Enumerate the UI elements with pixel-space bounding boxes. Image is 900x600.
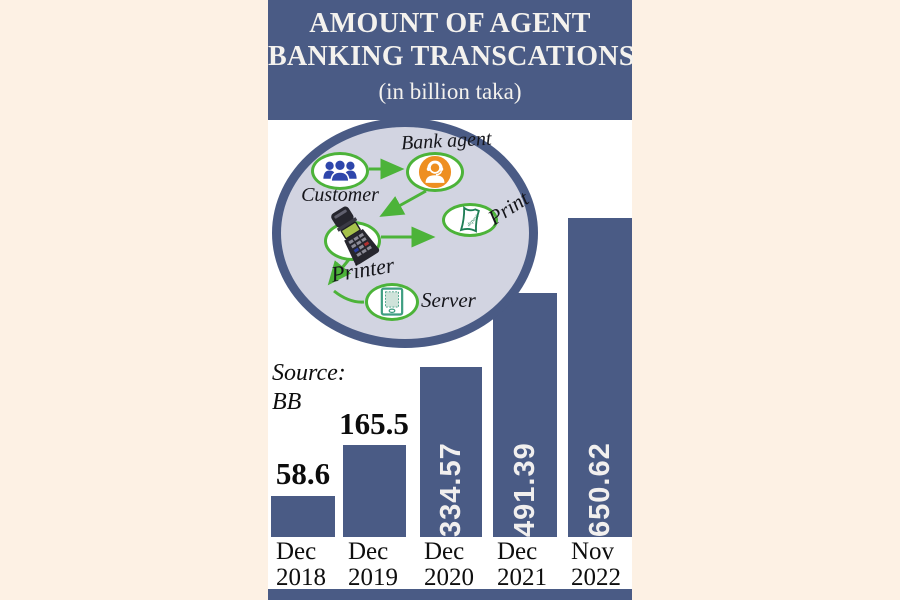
bank-agent-label: Bank agent [400, 127, 493, 155]
source-note: Source: BB [272, 359, 346, 417]
receipt-icon: deposit [459, 205, 481, 233]
server-label: Server [421, 288, 476, 312]
server-node [365, 283, 419, 321]
x-axis-label: Dec 2018 [276, 538, 326, 591]
bar-value-label: 650.62 [583, 442, 616, 537]
x-axis-label: Dec 2021 [497, 538, 547, 591]
bar-dec-2021: 491.39 [493, 293, 557, 537]
agent-banking-flow-circle [272, 118, 538, 348]
bar-value-label: 165.5 [339, 406, 409, 441]
bar-value-label: 491.39 [508, 442, 541, 537]
source-value: BB [272, 389, 302, 415]
x-axis-label: Dec 2020 [424, 538, 474, 591]
print-node: deposit [442, 203, 498, 237]
server-icon [380, 287, 404, 316]
customer-node [311, 152, 369, 190]
bar-value-label: 334.57 [434, 442, 467, 537]
customer-label: Customer [301, 184, 379, 206]
bank-agent-node [406, 152, 464, 192]
bar-nov-2022: 650.62 [568, 218, 632, 537]
chart-title-line1: AMOUNT OF AGENT [309, 8, 591, 39]
bar-dec-2018 [271, 496, 335, 537]
bar-dec-2019 [343, 445, 406, 537]
customer-group-icon [323, 158, 357, 182]
agent-headset-icon [418, 155, 452, 189]
bar-value-label: 58.6 [275, 456, 331, 491]
x-axis-label: Nov 2022 [571, 538, 621, 591]
footer-strip [268, 589, 632, 600]
pos-terminal-icon [322, 204, 384, 268]
chart-header: AMOUNT OF AGENT BANKING TRANSCATIONS (in… [268, 0, 635, 120]
x-axis-label: Dec 2019 [348, 538, 398, 591]
chart-title-line2: BANKING TRANSCATIONS [268, 41, 635, 72]
source-label: Source: [272, 360, 346, 386]
chart-unit-subtitle: (in billion taka) [378, 79, 522, 104]
bar-dec-2020: 334.57 [420, 367, 482, 537]
